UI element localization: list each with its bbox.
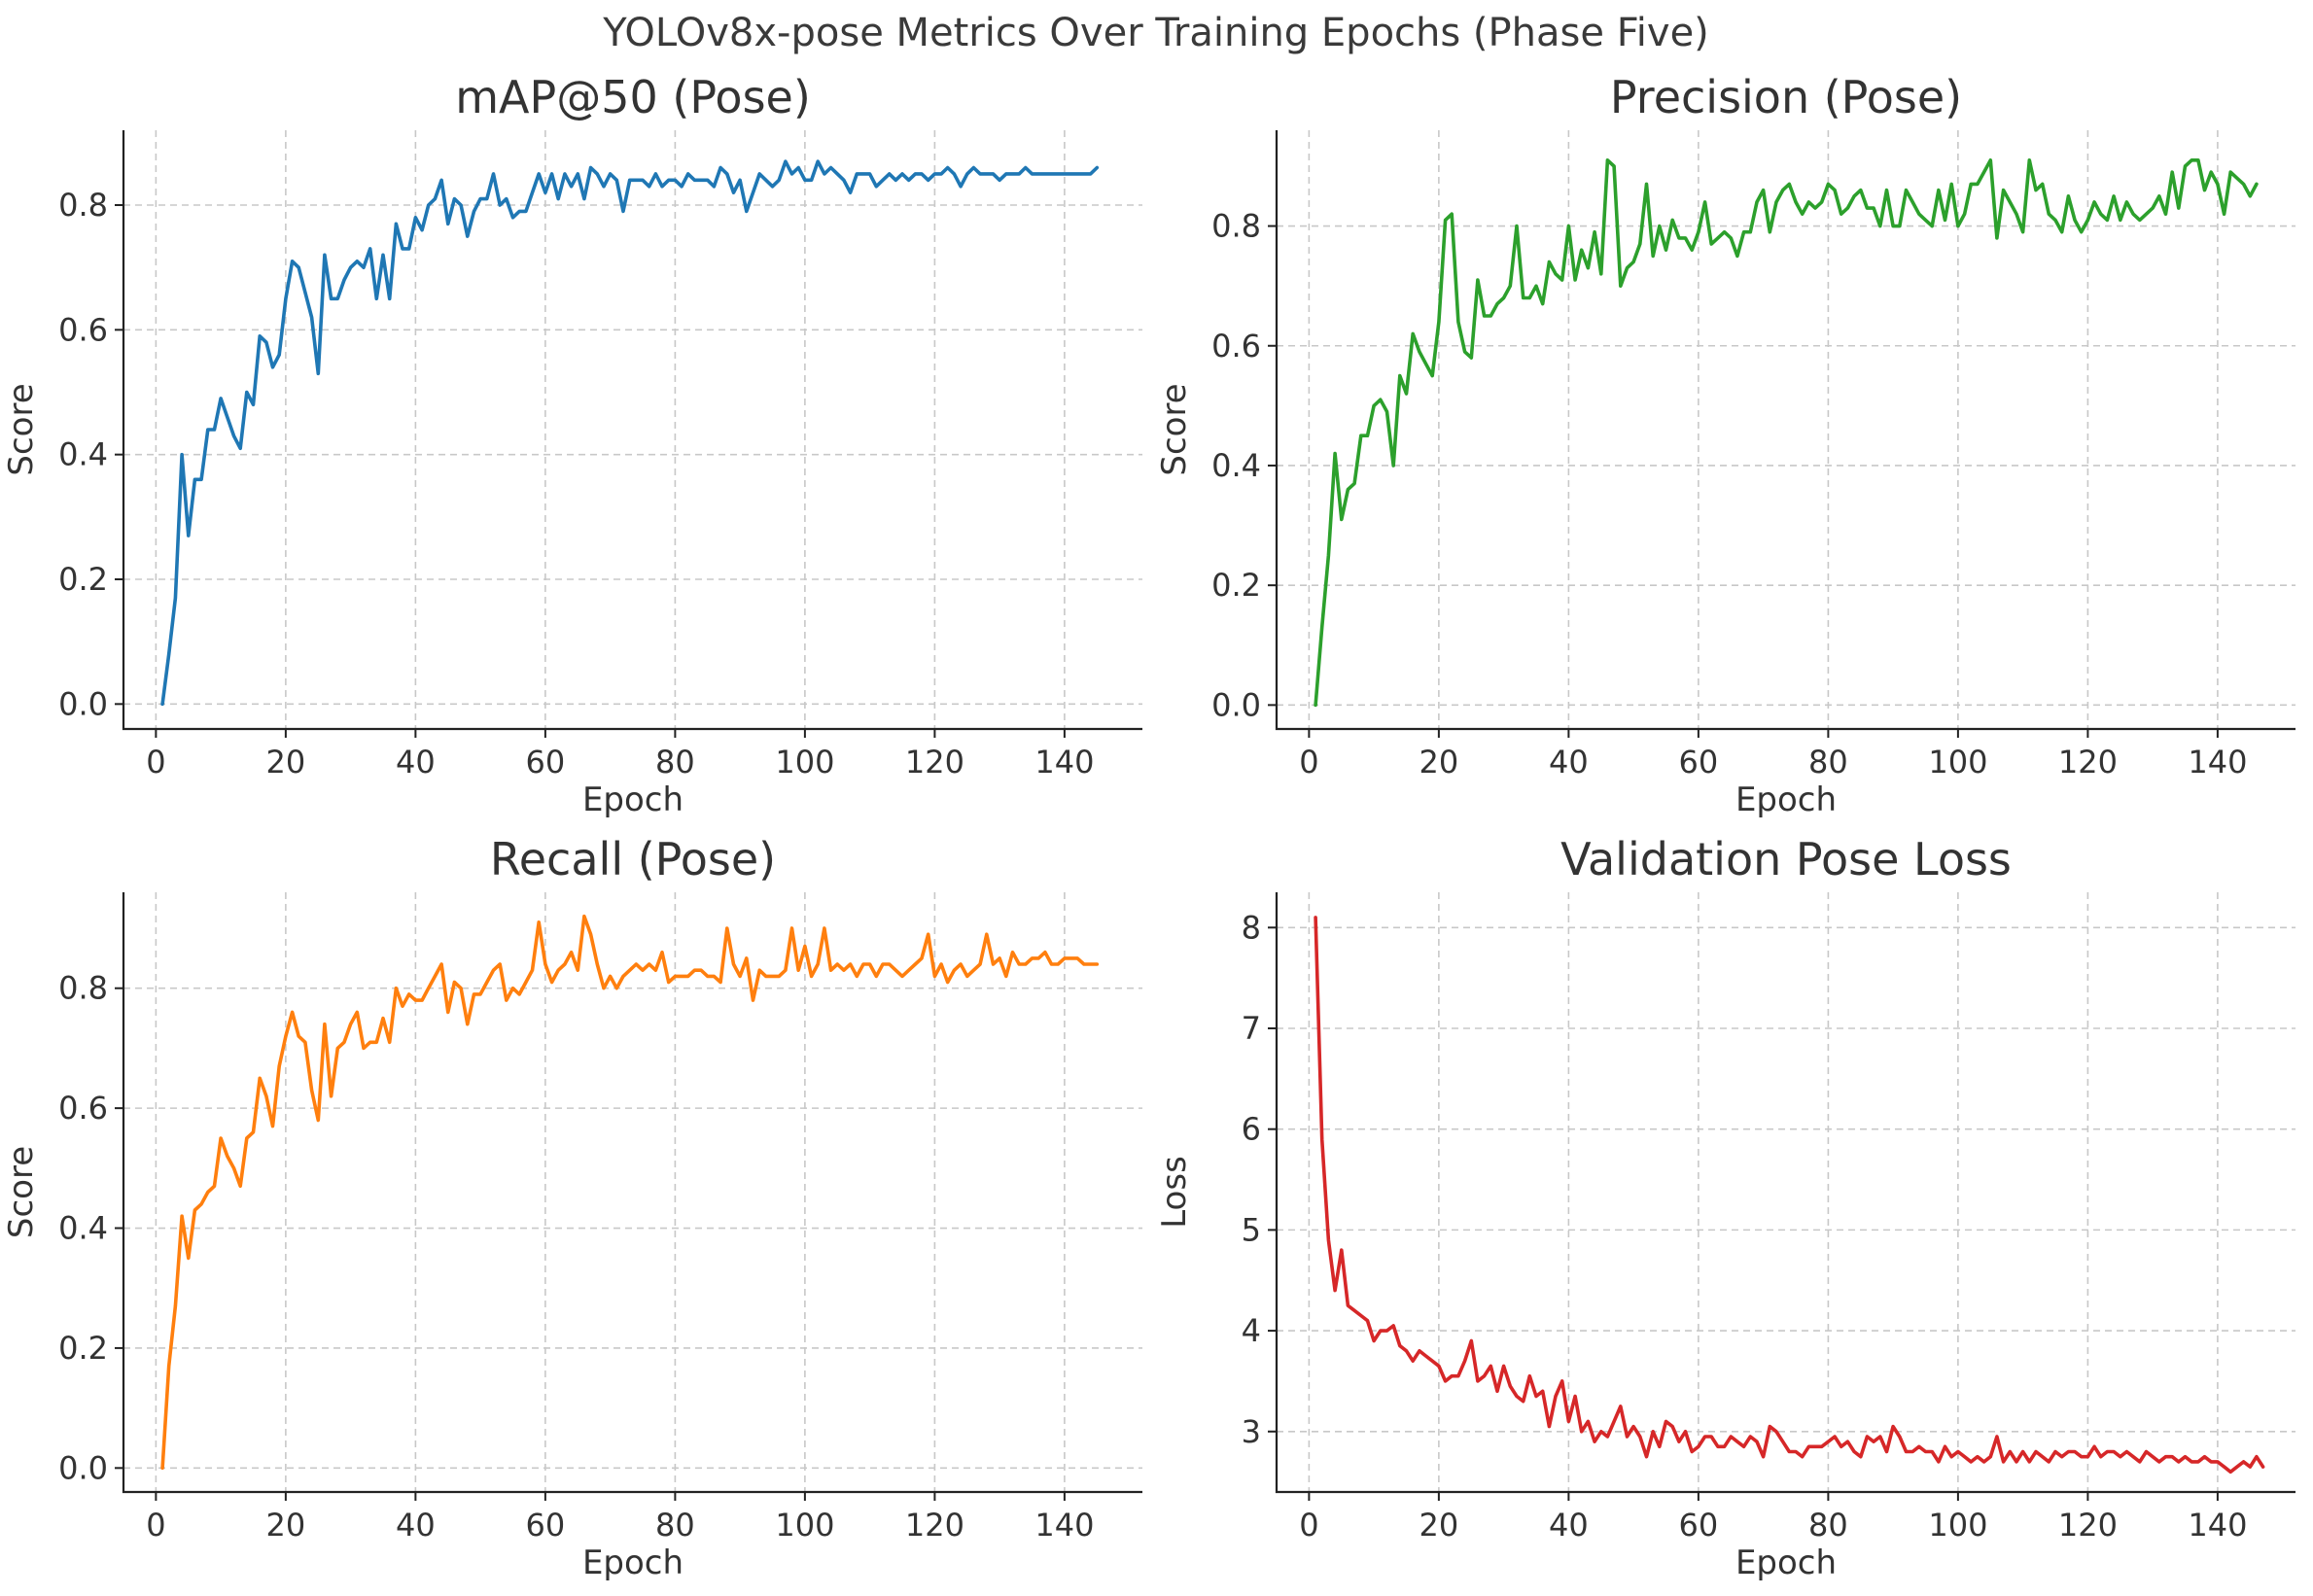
precision-pose-ytick-label: 0.8 [1211, 208, 1261, 245]
recall-pose-ytick-label: 0.2 [58, 1330, 108, 1367]
precision-pose-xtick-label: 140 [2188, 744, 2247, 781]
recall-pose-ytick-label: 0.8 [58, 970, 108, 1007]
map-50-pose-ytick-label: 0.4 [58, 436, 108, 473]
recall-pose-ytick-label: 0.6 [58, 1090, 108, 1127]
validation-pose-loss-ytick-label: 7 [1242, 1010, 1261, 1047]
recall-pose-axes [122, 892, 1142, 1494]
map-50-pose-xtick-label: 80 [655, 744, 695, 781]
recall-pose-xtick-label: 40 [396, 1507, 436, 1544]
validation-pose-loss-xlabel: Epoch [1735, 1544, 1837, 1582]
chart-map-50-pose: 0 20 40 60 80 100 120 140 0.0 0.2 0.4 0.6 0.8 mAP@50 … [2, 71, 1142, 819]
map-50-pose-xtick-label: 60 [526, 744, 566, 781]
recall-pose-xtick-label: 0 [146, 1507, 165, 1544]
precision-pose-ytick-label: 0.4 [1211, 447, 1261, 484]
validation-pose-loss-ytick-label: 8 [1242, 909, 1261, 946]
validation-pose-loss-xtick-label: 0 [1299, 1507, 1318, 1544]
figure-title: YOLOv8x-pose Metrics Over Training Epoch… [602, 11, 1709, 55]
map-50-pose-xtick-label: 0 [146, 744, 165, 781]
validation-pose-loss-xtick-label: 60 [1679, 1507, 1719, 1544]
precision-pose-ytick-label: 0.0 [1211, 686, 1261, 723]
validation-pose-loss-axes [1275, 892, 2295, 1494]
chart-recall-pose: 0 20 40 60 80 100 120 140 0.0 0.2 0.4 0.6 0.8 Recall … [2, 833, 1142, 1582]
map-50-pose-ytick-label: 0.6 [58, 311, 108, 348]
precision-pose-series-line [1314, 158, 2259, 708]
validation-pose-loss-ytick-label: 3 [1242, 1413, 1261, 1450]
map-50-pose-xtick-label: 40 [396, 744, 436, 781]
validation-pose-loss-xtick-label: 120 [2058, 1507, 2118, 1544]
precision-pose-xtick-label: 60 [1679, 744, 1719, 781]
precision-pose-xtick-label: 80 [1808, 744, 1848, 781]
validation-pose-loss-ylabel: Loss [1155, 1156, 1194, 1229]
map-50-pose-axes [122, 130, 1142, 731]
validation-pose-loss-xtick-label: 80 [1808, 1507, 1848, 1544]
map-50-pose-xtick-label: 120 [905, 744, 964, 781]
chart-precision-pose: 0 20 40 60 80 100 120 140 0.0 0.2 0.4 0.6 0.8 Precisi… [1155, 71, 2295, 819]
precision-pose-axes [1275, 130, 2295, 731]
map-50-pose-xtick-label: 20 [266, 744, 306, 781]
precision-pose-ytick-label: 0.6 [1211, 328, 1261, 364]
recall-pose-xtick-label: 20 [266, 1507, 306, 1544]
map-50-pose-ytick-label: 0.8 [58, 187, 108, 224]
validation-pose-loss-ytick-label: 5 [1242, 1211, 1261, 1248]
validation-pose-loss-xtick-label: 20 [1419, 1507, 1459, 1544]
recall-pose-ytick-label: 0.0 [58, 1449, 108, 1486]
recall-pose-title: Recall (Pose) [490, 833, 776, 885]
recall-pose-ytick-label: 0.4 [58, 1210, 108, 1247]
validation-pose-loss-xtick-label: 40 [1549, 1507, 1589, 1544]
recall-pose-xtick-label: 120 [905, 1507, 964, 1544]
recall-pose-xlabel: Epoch [582, 1544, 683, 1582]
map-50-pose-ylabel: Score [2, 383, 41, 475]
map-50-pose-xtick-label: 100 [775, 744, 834, 781]
precision-pose-xlabel: Epoch [1735, 781, 1837, 819]
precision-pose-ylabel: Score [1155, 383, 1194, 475]
validation-pose-loss-xtick-label: 100 [1928, 1507, 1987, 1544]
precision-pose-xtick-label: 0 [1299, 744, 1318, 781]
recall-pose-series-line [160, 914, 1100, 1471]
precision-pose-xtick-label: 40 [1549, 744, 1589, 781]
precision-pose-title: Precision (Pose) [1610, 71, 1962, 123]
recall-pose-xtick-label: 60 [526, 1507, 566, 1544]
precision-pose-xtick-label: 120 [2058, 744, 2118, 781]
map-50-pose-title: mAP@50 (Pose) [455, 71, 811, 123]
map-50-pose-xtick-label: 140 [1034, 744, 1094, 781]
validation-pose-loss-ytick-label: 6 [1242, 1111, 1261, 1148]
recall-pose-xtick-label: 100 [775, 1507, 834, 1544]
recall-pose-xtick-label: 140 [1034, 1507, 1094, 1544]
recall-pose-xtick-label: 80 [655, 1507, 695, 1544]
map-50-pose-xlabel: Epoch [582, 781, 683, 819]
validation-pose-loss-ytick-label: 4 [1242, 1312, 1261, 1349]
chart-validation-pose-loss: 0 20 40 60 80 100 120 140 3 4 5 6 7 8 Validation Pose … [1155, 833, 2295, 1582]
precision-pose-ytick-label: 0.2 [1211, 567, 1261, 604]
recall-pose-ylabel: Score [2, 1146, 41, 1238]
validation-pose-loss-title: Validation Pose Loss [1560, 833, 2012, 885]
map-50-pose-series-line [160, 159, 1100, 707]
precision-pose-xtick-label: 20 [1419, 744, 1459, 781]
panels: 0 20 40 60 80 100 120 1400.00.20.40.60.8mAP@50 … [2, 71, 2295, 1582]
validation-pose-loss-series-line [1314, 916, 2265, 1475]
precision-pose-xtick-label: 100 [1928, 744, 1987, 781]
map-50-pose-ytick-label: 0.2 [58, 561, 108, 598]
validation-pose-loss-xtick-label: 140 [2188, 1507, 2247, 1544]
map-50-pose-ytick-label: 0.0 [58, 685, 108, 722]
